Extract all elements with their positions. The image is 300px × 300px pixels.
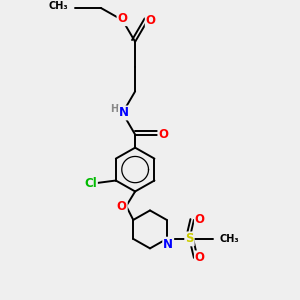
Text: S: S — [185, 232, 194, 245]
Text: O: O — [195, 213, 205, 226]
Text: O: O — [146, 14, 156, 27]
Text: O: O — [158, 128, 168, 141]
Text: N: N — [119, 106, 129, 119]
Text: Cl: Cl — [84, 177, 97, 190]
Text: CH₃: CH₃ — [48, 1, 68, 11]
Text: N: N — [163, 238, 173, 250]
Text: O: O — [117, 200, 127, 213]
Text: H: H — [110, 103, 118, 114]
Text: O: O — [118, 12, 128, 25]
Text: CH₃: CH₃ — [219, 234, 239, 244]
Text: O: O — [195, 251, 205, 264]
